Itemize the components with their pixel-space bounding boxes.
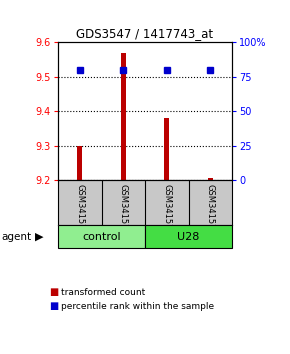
Text: GSM341573: GSM341573 xyxy=(162,184,171,235)
Text: GSM341574: GSM341574 xyxy=(206,184,215,235)
Text: agent: agent xyxy=(1,232,32,241)
Text: U28: U28 xyxy=(177,232,200,241)
Bar xyxy=(164,118,169,180)
Bar xyxy=(208,178,213,180)
Bar xyxy=(77,146,82,180)
Text: GSM341571: GSM341571 xyxy=(75,184,84,235)
Text: transformed count: transformed count xyxy=(61,287,145,297)
Bar xyxy=(145,225,232,248)
Bar xyxy=(121,53,126,180)
Text: ▶: ▶ xyxy=(35,232,44,241)
Text: control: control xyxy=(82,232,121,241)
Title: GDS3547 / 1417743_at: GDS3547 / 1417743_at xyxy=(77,27,213,40)
Bar xyxy=(58,225,145,248)
Text: GSM341572: GSM341572 xyxy=(119,184,128,235)
Text: ■: ■ xyxy=(49,287,59,297)
Text: ■: ■ xyxy=(49,301,59,311)
Text: percentile rank within the sample: percentile rank within the sample xyxy=(61,302,214,311)
